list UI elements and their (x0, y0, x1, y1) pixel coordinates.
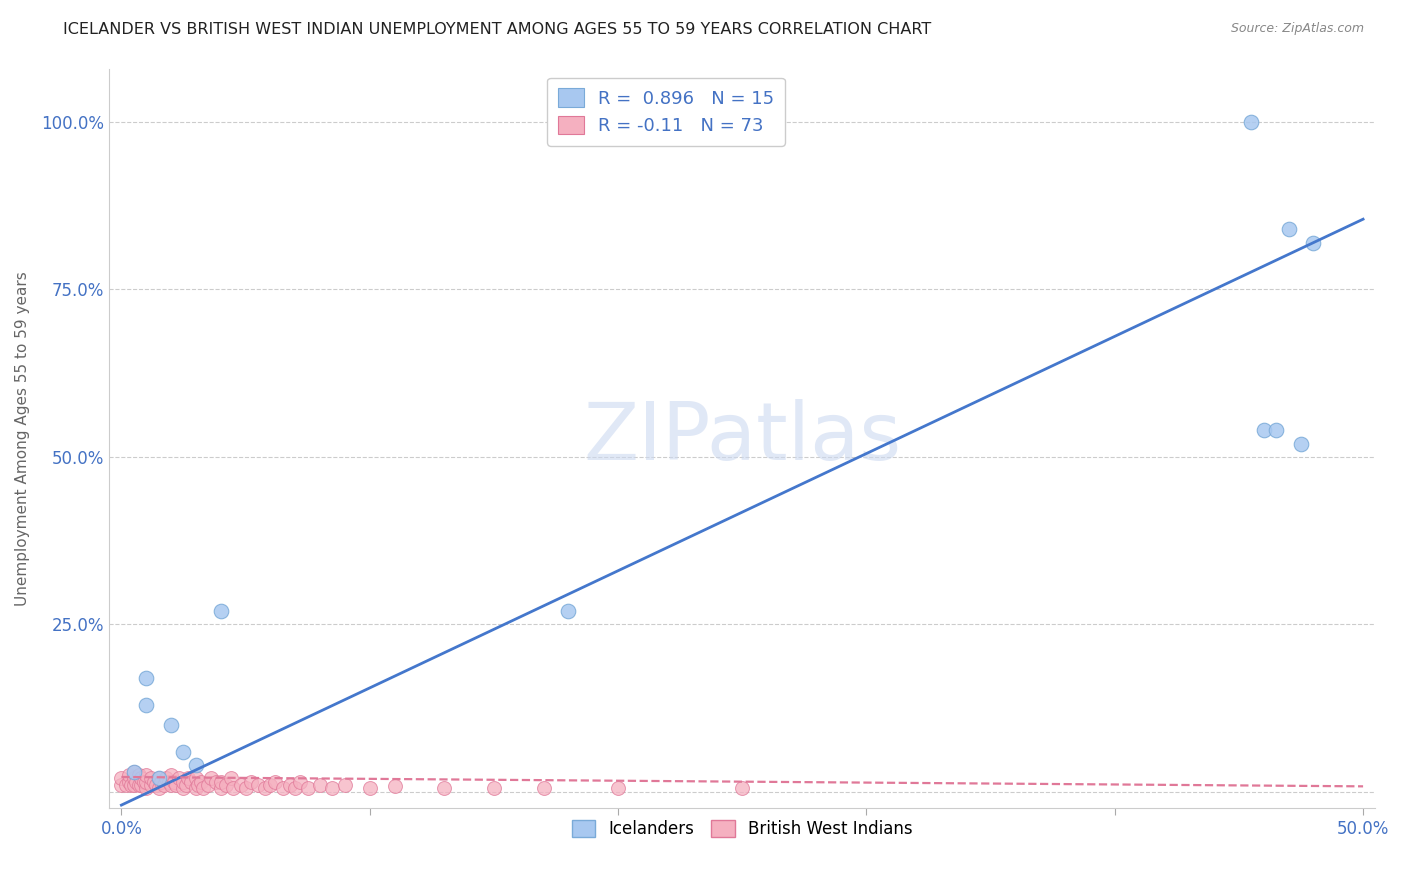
Legend: Icelanders, British West Indians: Icelanders, British West Indians (565, 813, 920, 845)
Point (384, 780, 406, 794)
Point (165, 778, 187, 792)
Point (482, 781, 505, 796)
Text: ICELANDER VS BRITISH WEST INDIAN UNEMPLOYMENT AMONG AGES 55 TO 59 YEARS CORRELAT: ICELANDER VS BRITISH WEST INDIAN UNEMPLO… (63, 22, 932, 37)
Point (115, 778, 138, 792)
Point (209, 781, 232, 796)
Point (135, 768, 157, 782)
Point (167, 772, 190, 786)
Point (141, 778, 163, 792)
Point (190, 774, 212, 789)
Point (162, 774, 184, 789)
Point (184, 758, 207, 772)
Point (433, 781, 456, 796)
Point (200, 772, 222, 786)
Point (157, 774, 180, 789)
Point (160, 778, 183, 792)
Point (209, 774, 232, 789)
Point (259, 778, 281, 792)
Point (1240, 115, 1263, 129)
Point (125, 774, 148, 789)
Point (321, 781, 343, 796)
Point (607, 781, 630, 796)
Point (118, 768, 141, 782)
Point (1253, 423, 1275, 437)
Point (1289, 436, 1312, 450)
Point (197, 778, 219, 792)
Point (229, 778, 252, 792)
Point (180, 774, 202, 789)
Point (172, 774, 194, 789)
Point (1265, 423, 1288, 437)
Text: Source: ZipAtlas.com: Source: ZipAtlas.com (1230, 22, 1364, 36)
Point (533, 781, 555, 796)
Point (297, 781, 319, 796)
Point (309, 778, 332, 792)
Point (333, 778, 356, 792)
Point (135, 774, 157, 789)
Point (122, 764, 145, 779)
Point (160, 717, 183, 731)
Point (184, 772, 207, 786)
Point (557, 604, 579, 618)
Point (129, 778, 152, 792)
Point (128, 778, 150, 792)
Point (1302, 235, 1324, 250)
Point (246, 778, 269, 792)
Point (135, 671, 157, 685)
Point (141, 772, 163, 786)
Point (148, 772, 170, 786)
Point (731, 781, 754, 796)
Point (222, 781, 245, 796)
Point (150, 774, 173, 789)
Point (135, 698, 157, 712)
Point (193, 781, 215, 796)
Point (142, 774, 165, 789)
Point (184, 781, 207, 796)
Point (219, 772, 242, 786)
Point (122, 764, 145, 779)
Point (209, 604, 232, 618)
Point (271, 781, 294, 796)
Point (235, 781, 257, 796)
Point (152, 778, 174, 792)
Point (132, 774, 155, 789)
Point (148, 781, 170, 796)
Point (187, 778, 209, 792)
Point (148, 772, 170, 786)
Point (120, 778, 142, 792)
Point (155, 772, 177, 786)
Point (359, 781, 381, 796)
Point (110, 778, 132, 792)
Point (118, 774, 141, 789)
Point (177, 772, 200, 786)
Point (172, 781, 194, 796)
Point (264, 774, 287, 789)
Point (278, 778, 301, 792)
Point (1277, 222, 1299, 236)
Point (110, 772, 132, 786)
Point (160, 768, 183, 782)
Point (254, 781, 277, 796)
Point (129, 772, 152, 786)
Point (128, 768, 150, 782)
Y-axis label: Unemployment Among Ages 55 to 59 years: Unemployment Among Ages 55 to 59 years (15, 271, 30, 606)
Point (135, 781, 157, 796)
Point (122, 772, 145, 786)
Point (239, 774, 262, 789)
Point (215, 778, 238, 792)
Text: ZIPatlas: ZIPatlas (583, 400, 901, 477)
Point (204, 774, 226, 789)
Point (174, 778, 197, 792)
Point (172, 745, 194, 759)
Point (145, 778, 167, 792)
Point (290, 774, 312, 789)
Point (122, 778, 145, 792)
Point (284, 781, 307, 796)
